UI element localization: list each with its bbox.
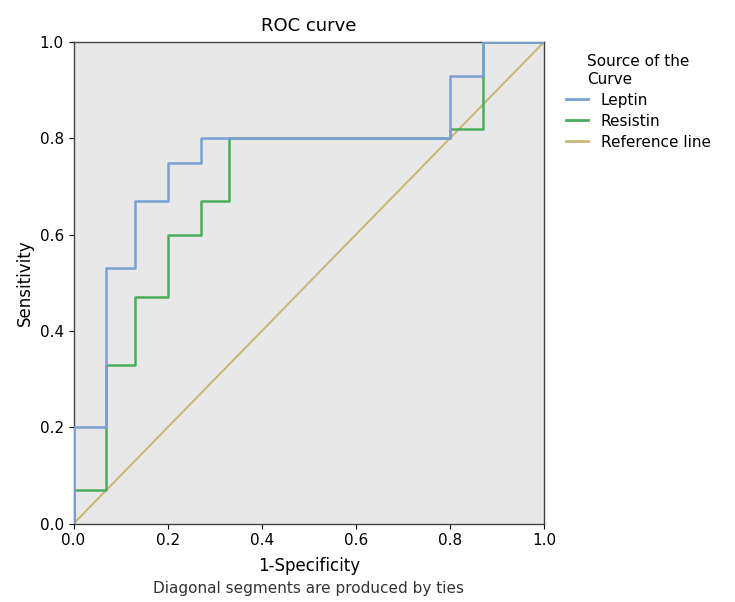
Title: ROC curve: ROC curve: [261, 17, 356, 35]
Legend: Leptin, Resistin, Reference line: Leptin, Resistin, Reference line: [561, 50, 715, 155]
X-axis label: 1-Specificity: 1-Specificity: [258, 557, 359, 575]
Y-axis label: Sensitivity: Sensitivity: [16, 240, 34, 326]
Text: Diagonal segments are produced by ties: Diagonal segments are produced by ties: [153, 581, 465, 596]
